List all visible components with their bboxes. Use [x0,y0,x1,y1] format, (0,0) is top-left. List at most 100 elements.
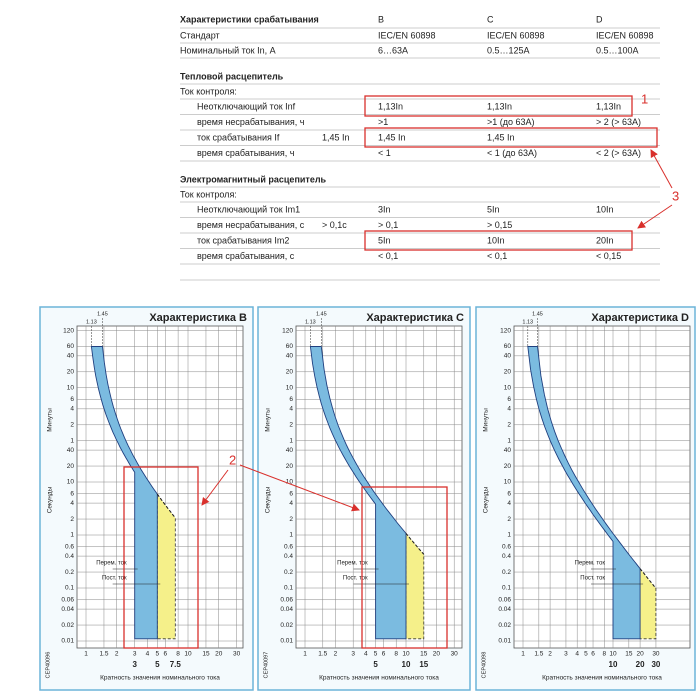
y-tick-label: 1 [289,437,293,444]
y-tick-label: 0.01 [498,638,511,645]
cell: IEC/EN 60898 [378,30,436,40]
x-tick-label: 15 [420,651,428,658]
x-tick-label: 4 [364,651,368,658]
y-tick-label: 20 [504,369,512,376]
y-tick-label: 40 [67,447,75,454]
cell: >1 [378,117,388,127]
cell: 10In [596,204,614,214]
cell: < 0,15 [596,251,621,261]
x-tick-label: 3 [351,651,355,658]
y-tick-label: 40 [67,353,75,360]
ac-label: Перем. ток [96,561,127,567]
y-tick-label: 20 [67,463,75,470]
dc-label: Пост. ток [580,576,605,582]
y-tick-label: 120 [282,327,293,334]
cell: > 0,1 [378,220,398,230]
axis-minutes: Минуты [483,408,490,432]
mark-label: 1.45 [97,311,108,317]
y-tick-label: 4 [70,406,74,413]
cell: 10In [487,235,505,245]
chart-panel: Характеристика C 40 20 10 6 4 2 1 0.6 0.4 0.2 0.1 0.… [257,306,471,691]
highlight-box [123,466,199,649]
y-tick-label: 4 [507,406,511,413]
chart-title: Характеристика D [591,312,689,324]
y-tick-label: 0.4 [284,553,293,560]
x-threshold-label: 5 [373,660,378,669]
chart-title: Характеристика C [366,312,464,324]
y-tick-label: 4 [289,500,293,507]
cell: 1,45 In [378,132,406,142]
axis-minutes: Минуты [265,408,272,432]
cell: < 1 (до 63А) [487,148,537,158]
x-axis-label: Кратность значения номинального тока [542,675,662,682]
x-tick-label: 30 [233,651,241,658]
y-tick-label: 6 [70,396,74,403]
cell: >1 (до 63А) [487,117,535,127]
cell: > 2 (> 63А) [596,117,641,127]
y-tick-label: 2 [289,516,293,523]
x-tick-label: 15 [202,651,210,658]
row-note: > 0,1с [322,220,347,230]
cell: < 1 [378,148,391,158]
highlight-box [364,95,633,117]
chart-panel: Характеристика D 40 20 10 6 4 2 1 0.6 0.4 0.2 0.1 0.… [475,306,696,691]
section-control: Ток контроля: [180,189,237,199]
trip-band [90,346,158,640]
x-tick-label: 1 [303,651,307,658]
cell: 3In [378,204,391,214]
cell: 1,13In [596,101,621,111]
cell: 5In [487,204,500,214]
x-threshold-label: 3 [132,660,137,669]
x-tick-label: 6 [164,651,168,658]
x-tick-label: 20 [215,651,223,658]
x-tick-label: 5 [374,651,378,658]
x-tick-label: 3 [133,651,137,658]
row-label: Неотключающий ток Im1 [197,204,300,214]
dc-label: Пост. ток [102,576,127,582]
y-tick-label: 0.6 [65,543,74,550]
dashed-curve [156,493,176,519]
arrow [239,464,360,512]
section-control: Ток контроля: [180,86,237,96]
y-tick-label: 6 [70,490,74,497]
x-threshold-label: 5 [155,660,160,669]
y-tick-label: 10 [286,384,294,391]
y-tick-label: 1 [289,532,293,539]
y-tick-label: 0.1 [65,585,74,592]
y-tick-label: 1 [507,437,511,444]
y-tick-label: 0.6 [502,543,511,550]
row-label: Номинальный ток In, А [180,45,276,55]
y-tick-label: 0.2 [284,569,293,576]
cell: 0.5…100А [596,45,639,55]
row-label: ток срабатывания If [197,132,280,142]
dashed-curve [639,568,657,589]
y-tick-label: 6 [289,396,293,403]
row-label: Неотключающий ток Inf [197,101,296,111]
y-tick-label: 2 [70,516,74,523]
doc-code: CEP40097 [263,652,269,679]
dc-label: Пост. ток [343,576,368,582]
y-tick-label: 40 [286,353,294,360]
y-tick-label: 0.01 [280,638,293,645]
x-tick-label: 6 [591,651,595,658]
y-tick-label: 40 [286,447,294,454]
x-tick-label: 1 [521,651,525,658]
y-tick-label: 0.1 [502,585,511,592]
x-tick-label: 15 [625,651,633,658]
cell: < 0,1 [487,251,507,261]
y-tick-label: 10 [504,384,512,391]
x-tick-label: 8 [394,651,398,658]
x-tick-label: 10 [402,651,410,658]
cell: 1,45 In [487,132,515,142]
y-tick-label: 10 [286,479,294,486]
mark-label: 1.13 [305,319,316,325]
x-axis-label: Кратность значения номинального тока [100,675,220,682]
x-tick-label: 6 [382,651,386,658]
row-label: ток срабатывания Im2 [197,235,289,245]
y-tick-label: 20 [67,369,75,376]
y-tick-label: 0.06 [280,596,293,603]
x-tick-label: 4 [146,651,150,658]
y-tick-label: 0.04 [498,606,511,613]
ac-label: Перем. ток [337,561,368,567]
arrow [650,149,673,189]
